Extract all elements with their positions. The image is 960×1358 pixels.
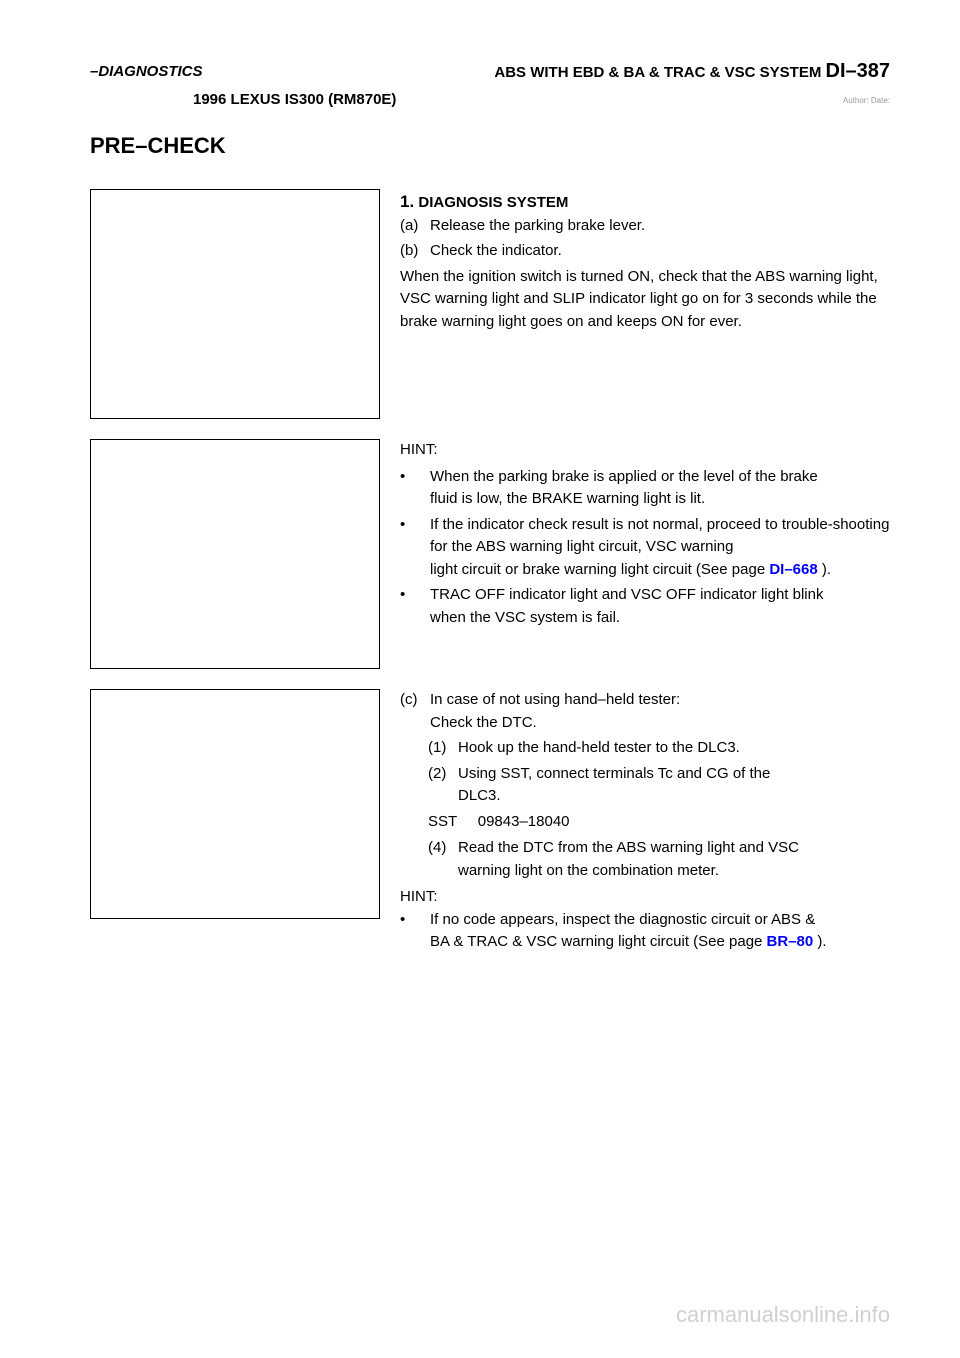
header-right: ABS WITH EBD & BA & TRAC & VSC SYSTEM DI… [494,60,890,83]
hint-item: • If no code appears, inspect the diagno… [400,909,890,954]
sub-text: Hook up the hand-held tester to the DLC3… [458,737,740,760]
main-title: PRE–CHECK [90,133,890,159]
page-link[interactable]: DI–668 [769,561,817,578]
sst-line: SST 09843–18040 [400,811,890,834]
step-number: 1. [400,192,414,211]
sub-text: Check the indicator. [430,240,562,263]
hint-text: When the parking brake is applied or the… [430,466,818,511]
page-header: –DIAGNOSTICS ABS WITH EBD & BA & TRAC & … [90,60,890,83]
hint-label: HINT: [400,886,890,909]
step-title: DIAGNOSIS SYSTEM [418,194,568,211]
hint-text: If no code appears, inspect the diagnost… [430,911,815,951]
sst-value: 09843–18040 [478,813,570,830]
sub-marker: (2) [428,763,458,808]
sub-text: In case of not using hand–held tester: C… [430,689,680,734]
page-number: DI–387 [826,60,891,82]
bullet-icon: • [400,514,430,582]
hint-text-wrapper: If no code appears, inspect the diagnost… [430,909,827,954]
author-label: Author: Date: [843,96,890,105]
hint-item: • When the parking brake is applied or t… [400,466,890,511]
sub-text: Release the parking brake lever. [430,215,645,238]
hint-text: If the indicator check result is not nor… [430,516,889,578]
sub-item: (a) Release the parking brake lever. [400,215,890,238]
header-section: ABS WITH EBD & BA & TRAC & VSC SYSTEM [494,64,821,81]
sub-text: Read the DTC from the ABS warning light … [458,837,799,882]
page-link[interactable]: BR–80 [767,933,814,950]
sub-marker: (b) [400,240,430,263]
hint-text-wrapper: If the indicator check result is not nor… [430,514,890,582]
header-left-label: –DIAGNOSTICS [90,63,203,80]
content-text-2: HINT: • When the parking brake is applie… [400,439,890,669]
hint-text: TRAC OFF indicator light and VSC OFF ind… [430,584,823,629]
illustration-1 [90,189,380,419]
sub-item: (4) Read the DTC from the ABS warning li… [400,837,890,882]
content-text-1: 1. DIAGNOSIS SYSTEM (a) Release the park… [400,189,890,419]
bullet-icon: • [400,466,430,511]
sub-item: (c) In case of not using hand–held teste… [400,689,890,734]
sub-item: (2) Using SST, connect terminals Tc and … [400,763,890,808]
hint-item: • If the indicator check result is not n… [400,514,890,582]
sst-label: SST [428,813,457,830]
subheader: 1996 LEXUS IS300 (RM870E) [90,91,890,108]
hint-label: HINT: [400,439,890,462]
bullet-icon: • [400,584,430,629]
sub-text: Using SST, connect terminals Tc and CG o… [458,763,770,808]
sub-marker: (1) [428,737,458,760]
content-block-1: 1. DIAGNOSIS SYSTEM (a) Release the park… [90,189,890,419]
sub-marker: (a) [400,215,430,238]
sub-item: (1) Hook up the hand-held tester to the … [400,737,890,760]
sub-marker: (c) [400,689,430,734]
hint-tail: ). [817,933,826,950]
content-block-2: HINT: • When the parking brake is applie… [90,439,890,669]
sub-item: (b) Check the indicator. [400,240,890,263]
sub-marker: (4) [428,837,458,882]
illustration-3 [90,689,380,919]
step-body: When the ignition switch is turned ON, c… [400,266,890,334]
bullet-icon: • [400,909,430,954]
content-text-3: (c) In case of not using hand–held teste… [400,689,890,957]
hint-item: • TRAC OFF indicator light and VSC OFF i… [400,584,890,629]
illustration-2 [90,439,380,669]
content-block-3: (c) In case of not using hand–held teste… [90,689,890,957]
watermark: carmanualsonline.info [676,1302,890,1328]
hint-tail: ). [822,561,831,578]
